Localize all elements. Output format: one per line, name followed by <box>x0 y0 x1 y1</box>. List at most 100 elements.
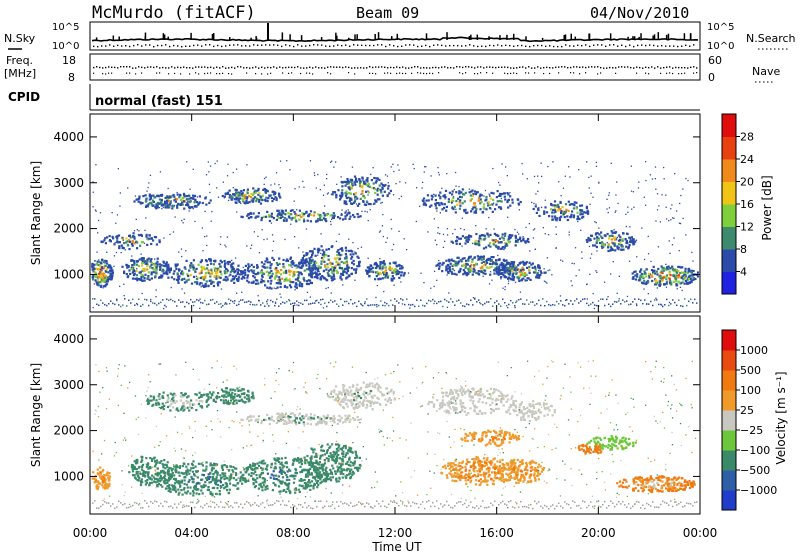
power-cell <box>513 275 516 279</box>
power-speck <box>670 208 672 210</box>
power-speck <box>530 301 532 303</box>
power-cell <box>488 242 492 245</box>
power-speck <box>280 303 282 305</box>
power-speck <box>330 299 332 302</box>
power-cell <box>346 269 350 273</box>
power-speck <box>340 298 342 301</box>
power-cell <box>543 271 546 274</box>
power-cell <box>322 269 325 272</box>
power-cell <box>527 268 531 271</box>
power-cell <box>155 266 158 269</box>
power-speck <box>422 181 424 183</box>
power-speck <box>355 203 358 205</box>
power-cell <box>184 267 187 270</box>
freq-dot <box>648 66 650 69</box>
power-speck <box>472 304 474 306</box>
velocity-cell <box>214 480 217 483</box>
power-speck <box>380 202 382 204</box>
power-speck <box>270 222 273 224</box>
power-cell <box>601 243 604 246</box>
noise-dot <box>661 44 663 47</box>
freq-dot <box>300 67 302 69</box>
power-cell <box>320 215 323 218</box>
power-cell <box>568 203 571 206</box>
power-cell <box>237 199 240 202</box>
power-speck <box>392 304 394 306</box>
power-speck <box>568 231 570 233</box>
power-cell <box>606 232 609 236</box>
power-speck <box>236 211 238 213</box>
freq-dot <box>237 66 239 68</box>
power-cell <box>139 271 142 274</box>
velocity-cell <box>221 466 224 470</box>
freq-dot <box>687 67 689 69</box>
power-cell <box>168 205 171 208</box>
power-speck <box>522 303 524 305</box>
power-speck <box>469 191 472 193</box>
power-speck <box>616 301 618 303</box>
power-cell <box>103 239 106 242</box>
power-cell <box>525 261 528 264</box>
power-speck <box>216 301 218 303</box>
power-cell <box>303 212 306 216</box>
colorbar-tick-label: 28 <box>740 131 754 144</box>
power-cell <box>279 280 282 283</box>
power-cell <box>609 249 612 252</box>
velocity-cell <box>263 478 267 481</box>
power-cell <box>491 210 494 213</box>
power-cell <box>336 256 339 260</box>
power-cell <box>340 180 343 184</box>
power-cell <box>320 262 323 266</box>
freq-dot <box>645 66 647 69</box>
power-speck <box>433 285 435 288</box>
power-cell <box>341 192 344 195</box>
power-cell <box>579 211 582 214</box>
power-speck <box>691 251 693 254</box>
power-cell <box>641 281 644 284</box>
noise-panel: N.Sky 10^5 10^0 10^5 10^0 N.Search <box>4 21 796 52</box>
power-cell <box>502 266 506 269</box>
power-cell <box>255 189 258 193</box>
power-cell <box>366 179 369 182</box>
power-cell <box>303 259 306 262</box>
freq-dot <box>588 66 590 68</box>
power-speck <box>640 299 642 302</box>
power-speck <box>314 302 316 304</box>
power-speck <box>372 203 375 205</box>
power-cell <box>350 272 353 275</box>
power-speck <box>455 185 457 187</box>
power-speck <box>155 289 157 291</box>
nave-dot <box>384 72 386 74</box>
power-speck <box>497 254 499 257</box>
power-speck <box>182 301 184 303</box>
power-cell <box>462 193 465 196</box>
power-cell <box>381 265 384 268</box>
power-speck <box>612 303 614 305</box>
power-cell <box>194 268 197 271</box>
colorbar-tick-label: 8 <box>740 243 747 256</box>
power-cell <box>102 285 106 288</box>
power-speck <box>192 168 194 170</box>
power-speck <box>231 259 233 262</box>
power-speck <box>314 300 317 302</box>
freq-dots <box>93 66 698 75</box>
power-cell <box>376 177 379 180</box>
power-cell <box>246 279 249 282</box>
power-speck <box>298 301 300 304</box>
noise-dot <box>649 44 651 46</box>
power-cell <box>390 277 393 280</box>
power-cell <box>333 268 336 271</box>
power-cell <box>620 248 623 251</box>
power-cell <box>543 211 546 214</box>
power-cell <box>189 264 192 267</box>
power-cell <box>381 267 384 270</box>
power-speck <box>145 217 147 219</box>
power-speck <box>195 275 197 277</box>
freq-dot <box>396 66 398 68</box>
power-cell <box>192 259 195 262</box>
power-cell <box>111 271 114 274</box>
noise-dot <box>537 44 539 47</box>
power-cell <box>584 211 587 214</box>
power-cell <box>106 280 109 283</box>
nave-dot <box>570 72 572 74</box>
